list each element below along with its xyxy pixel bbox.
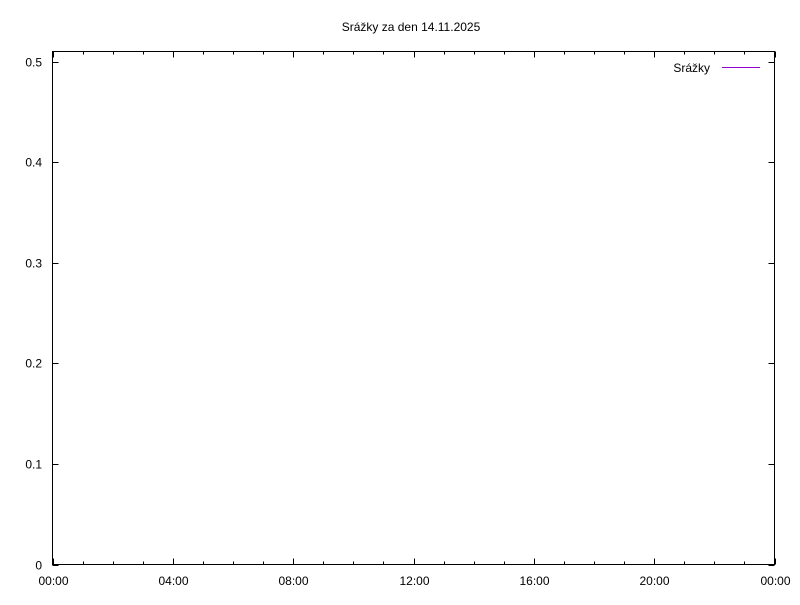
x-tick-label: 04:00 bbox=[158, 574, 188, 588]
x-tick-label: 12:00 bbox=[399, 574, 429, 588]
x-tick-label: 20:00 bbox=[639, 574, 669, 588]
x-tick-label: 00:00 bbox=[38, 574, 68, 588]
y-tick-label: 0 bbox=[35, 559, 42, 573]
y-tick-label: 0.5 bbox=[25, 56, 42, 70]
y-tick-label: 0.4 bbox=[25, 156, 42, 170]
y-tick-label: 0.1 bbox=[25, 458, 42, 472]
x-tick-label: 08:00 bbox=[278, 574, 308, 588]
x-tick-label: 16:00 bbox=[519, 574, 549, 588]
chart-title: Srážky za den 14.11.2025 bbox=[342, 20, 481, 34]
y-tick-label: 0.2 bbox=[25, 357, 42, 371]
y-tick-label: 0.3 bbox=[25, 257, 42, 271]
x-tick-label: 00:00 bbox=[760, 574, 790, 588]
plot-border bbox=[52, 51, 775, 565]
legend: Srážky bbox=[673, 61, 760, 75]
legend-label: Srážky bbox=[673, 61, 710, 75]
